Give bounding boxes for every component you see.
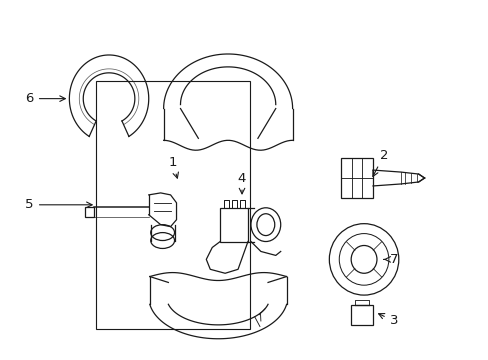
Bar bbox=[96, 81, 249, 329]
Text: 6: 6 bbox=[25, 92, 65, 105]
Text: 1: 1 bbox=[168, 156, 178, 178]
Text: 2: 2 bbox=[372, 149, 387, 176]
Bar bbox=[85, 207, 94, 217]
Text: 5: 5 bbox=[25, 198, 92, 211]
Text: 4: 4 bbox=[237, 171, 245, 194]
Bar bbox=[350, 305, 372, 325]
Text: 3: 3 bbox=[378, 314, 397, 327]
Bar bbox=[220, 208, 247, 242]
Text: 7: 7 bbox=[383, 253, 397, 266]
Bar bbox=[341, 158, 372, 198]
